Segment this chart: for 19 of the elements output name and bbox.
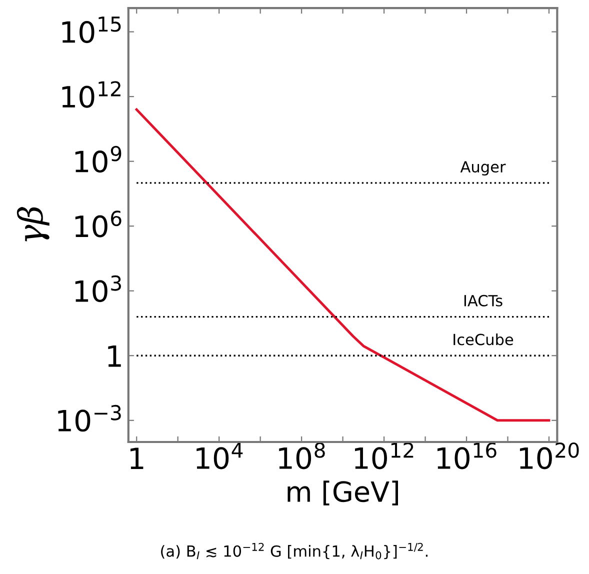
x-tick-label: 10$^{20}$	[520, 442, 579, 470]
x-tick-label: 10$^{16}$	[437, 442, 496, 470]
y-tick-label: 10$^{−3}$	[58, 404, 121, 432]
x-tick-label: 1	[130, 448, 144, 470]
y-tick-label: 10$^{12}$	[62, 81, 120, 108]
y-axis-title: γβ	[16, 207, 50, 242]
y-tick-label: 10$^{15}$	[62, 16, 121, 44]
x-tick-label: 10$^{8}$	[279, 442, 325, 470]
x-tick-label: 10$^{4}$	[196, 442, 243, 470]
x-axis-title: m [GeV]	[288, 480, 398, 506]
text: (a) B$_{I}$ ≲ 10$^{−12}$ G [min{1, λ$_{I}$H$_{0}$}]$^{−1/2}$.	[161, 542, 428, 560]
y-tick-label: 10$^{9}$	[75, 146, 122, 173]
ref-line-label: IACTs	[464, 294, 502, 306]
y-tick-label: 10$^{3}$	[75, 275, 121, 302]
ref-line-label: IceCube	[454, 333, 514, 346]
y-tick-label: 10$^{6}$	[75, 210, 122, 238]
y-tick-label: 1	[108, 345, 121, 367]
x-tick-label: 10$^{12}$	[355, 442, 414, 470]
ref-line-label: Auger	[460, 161, 506, 176]
